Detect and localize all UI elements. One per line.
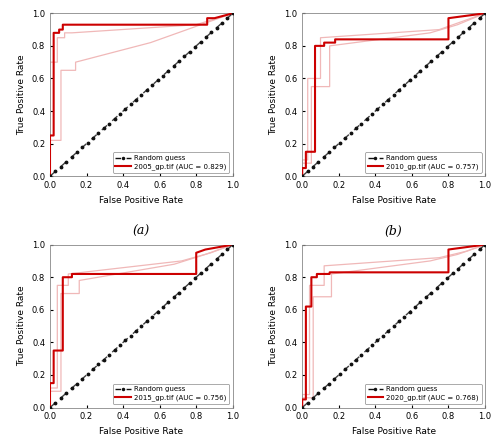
Legend: Random guess, 2005_gp.tif (AUC = 0.829): Random guess, 2005_gp.tif (AUC = 0.829): [112, 152, 230, 173]
X-axis label: False Positive Rate: False Positive Rate: [100, 427, 184, 436]
Text: (a): (a): [133, 225, 150, 238]
Y-axis label: True Positive Rate: True Positive Rate: [270, 286, 278, 366]
X-axis label: False Positive Rate: False Positive Rate: [352, 196, 436, 205]
Legend: Random guess, 2010_gp.tif (AUC = 0.757): Random guess, 2010_gp.tif (AUC = 0.757): [364, 152, 482, 173]
X-axis label: False Positive Rate: False Positive Rate: [352, 427, 436, 436]
Text: (b): (b): [384, 225, 402, 238]
X-axis label: False Positive Rate: False Positive Rate: [100, 196, 184, 205]
Y-axis label: True Positive Rate: True Positive Rate: [270, 54, 278, 135]
Y-axis label: True Positive Rate: True Positive Rate: [18, 286, 26, 366]
Legend: Random guess, 2020_gp.tif (AUC = 0.768): Random guess, 2020_gp.tif (AUC = 0.768): [364, 384, 482, 404]
Legend: Random guess, 2015_gp.tif (AUC = 0.756): Random guess, 2015_gp.tif (AUC = 0.756): [112, 384, 230, 404]
Y-axis label: True Positive Rate: True Positive Rate: [18, 54, 26, 135]
